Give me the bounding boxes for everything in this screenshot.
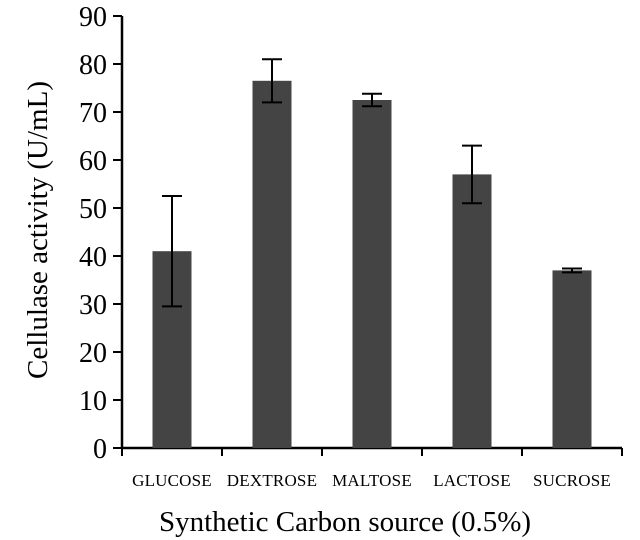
x-category-label: LACTOSE [433, 471, 511, 490]
y-tick-label: 30 [79, 290, 107, 321]
bar [352, 100, 392, 448]
y-tick-label: 10 [79, 386, 107, 417]
y-tick-label: 80 [79, 50, 107, 81]
x-category-label: DEXTROSE [227, 471, 317, 490]
bar [452, 174, 492, 448]
x-axis-label: Synthetic Carbon source (0.5%) [159, 506, 531, 538]
bar [552, 270, 592, 448]
y-tick-label: 0 [93, 434, 107, 465]
bar [252, 80, 292, 449]
x-category-label: GLUCOSE [132, 471, 212, 490]
x-category-label: SUCROSE [533, 471, 611, 490]
y-tick-label: 70 [79, 98, 107, 129]
x-category-label: MALTOSE [332, 471, 412, 490]
y-tick-label: 40 [79, 242, 107, 273]
y-tick-label: 60 [79, 146, 107, 177]
y-axis-label: Cellulase activity (U/mL) [22, 81, 54, 379]
plot-area: 0 10 20 30 40 50 60 70 80 90 GLUCOSE DEXTROSE MALTOS… [79, 2, 623, 490]
y-tick-label: 20 [79, 338, 107, 369]
y-tick-label: 90 [79, 2, 107, 33]
y-tick-label: 50 [79, 194, 107, 225]
